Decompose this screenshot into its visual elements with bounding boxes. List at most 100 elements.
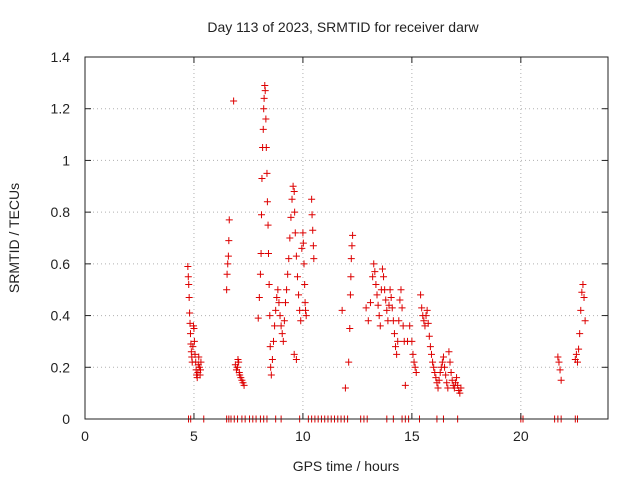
data-point [195,353,203,361]
data-point [395,317,403,325]
data-point [309,242,317,250]
data-point [283,286,291,294]
data-point [410,358,418,366]
grid-lines [85,57,608,419]
data-point [259,125,267,133]
data-point [581,317,589,325]
data-point [255,293,263,301]
data-point [190,325,198,332]
data-point [577,306,585,314]
data-point [388,304,396,312]
data-point [225,237,233,245]
data-point [297,317,305,325]
y-tick-label: 0.8 [51,204,71,220]
data-point [424,319,432,327]
data-point [185,293,193,301]
data-point [439,353,447,361]
data-point [430,363,438,371]
data-point [575,345,583,353]
data-point [260,94,268,102]
data-point [434,384,442,392]
data-point [235,358,243,366]
data-point [184,262,192,270]
data-point [197,358,205,366]
y-tick-label: 1 [62,152,70,168]
y-tick-label: 1.2 [51,101,71,117]
data-point [280,317,288,325]
y-tick-label: 0.6 [51,256,71,272]
data-point [347,273,355,281]
data-point [435,376,443,384]
data-point [556,366,564,374]
data-point [445,348,453,356]
data-point [396,296,404,304]
data-point [267,371,275,379]
data-point [349,231,357,239]
data-point [393,350,401,358]
data-point [267,363,275,371]
data-point [456,389,464,397]
data-point [289,182,297,190]
data-point [240,381,248,389]
data-point [441,363,449,371]
data-point [427,350,435,358]
data-point [285,255,293,263]
data-point [399,322,407,330]
data-point [408,337,416,345]
y-axis-label: SRMTID / TECUs [6,183,22,293]
data-point [262,115,270,123]
data-point [301,299,309,307]
x-tick-label: 10 [295,428,311,444]
data-point [411,363,419,371]
data-point [372,281,380,289]
data-point [341,384,349,392]
data-point [578,288,586,296]
axis-ticks: 0 5 10 15 20 0 0.2 0.4 0.6 0.8 1 1.2 1.4 [51,49,608,444]
data-point [292,252,300,260]
data-point [278,330,286,338]
y-tick-label: 0.2 [51,359,71,375]
data-point [191,350,199,358]
data-point [275,299,283,307]
data-point [401,381,409,389]
data-point [281,299,289,307]
data-point [374,301,382,309]
data-point [338,306,346,314]
data-point [425,332,433,340]
data-point [446,358,454,366]
data-point [444,384,452,392]
data-point [398,304,406,312]
data-point [263,169,271,177]
data-point [269,337,277,345]
data-point [345,358,353,366]
data-point [184,273,192,281]
data-point [308,195,316,203]
data-point [230,97,238,105]
data-point [366,299,374,307]
data-point [223,286,231,294]
data-point [284,270,292,278]
data-point [290,187,298,195]
x-axis-label: GPS time / hours [293,458,400,474]
data-point [272,306,280,314]
data-point [417,291,425,299]
data-point [224,260,232,268]
data-point [190,337,198,345]
data-point [299,229,307,237]
data-point [273,293,281,301]
data-point [557,376,565,384]
data-point [287,213,295,221]
data-point [268,356,276,364]
data-point [196,366,204,374]
y-tick-label: 0.4 [51,308,71,324]
data-point [572,350,580,358]
data-point [286,234,294,242]
data-point [457,384,465,392]
plot-frame [84,56,609,420]
data-point [308,211,316,219]
data-point [288,195,296,203]
data-point [186,309,194,317]
chart-title: Day 113 of 2023, SRMTID for receiver dar… [207,19,479,35]
data-point [387,293,395,301]
data-point [291,208,299,216]
